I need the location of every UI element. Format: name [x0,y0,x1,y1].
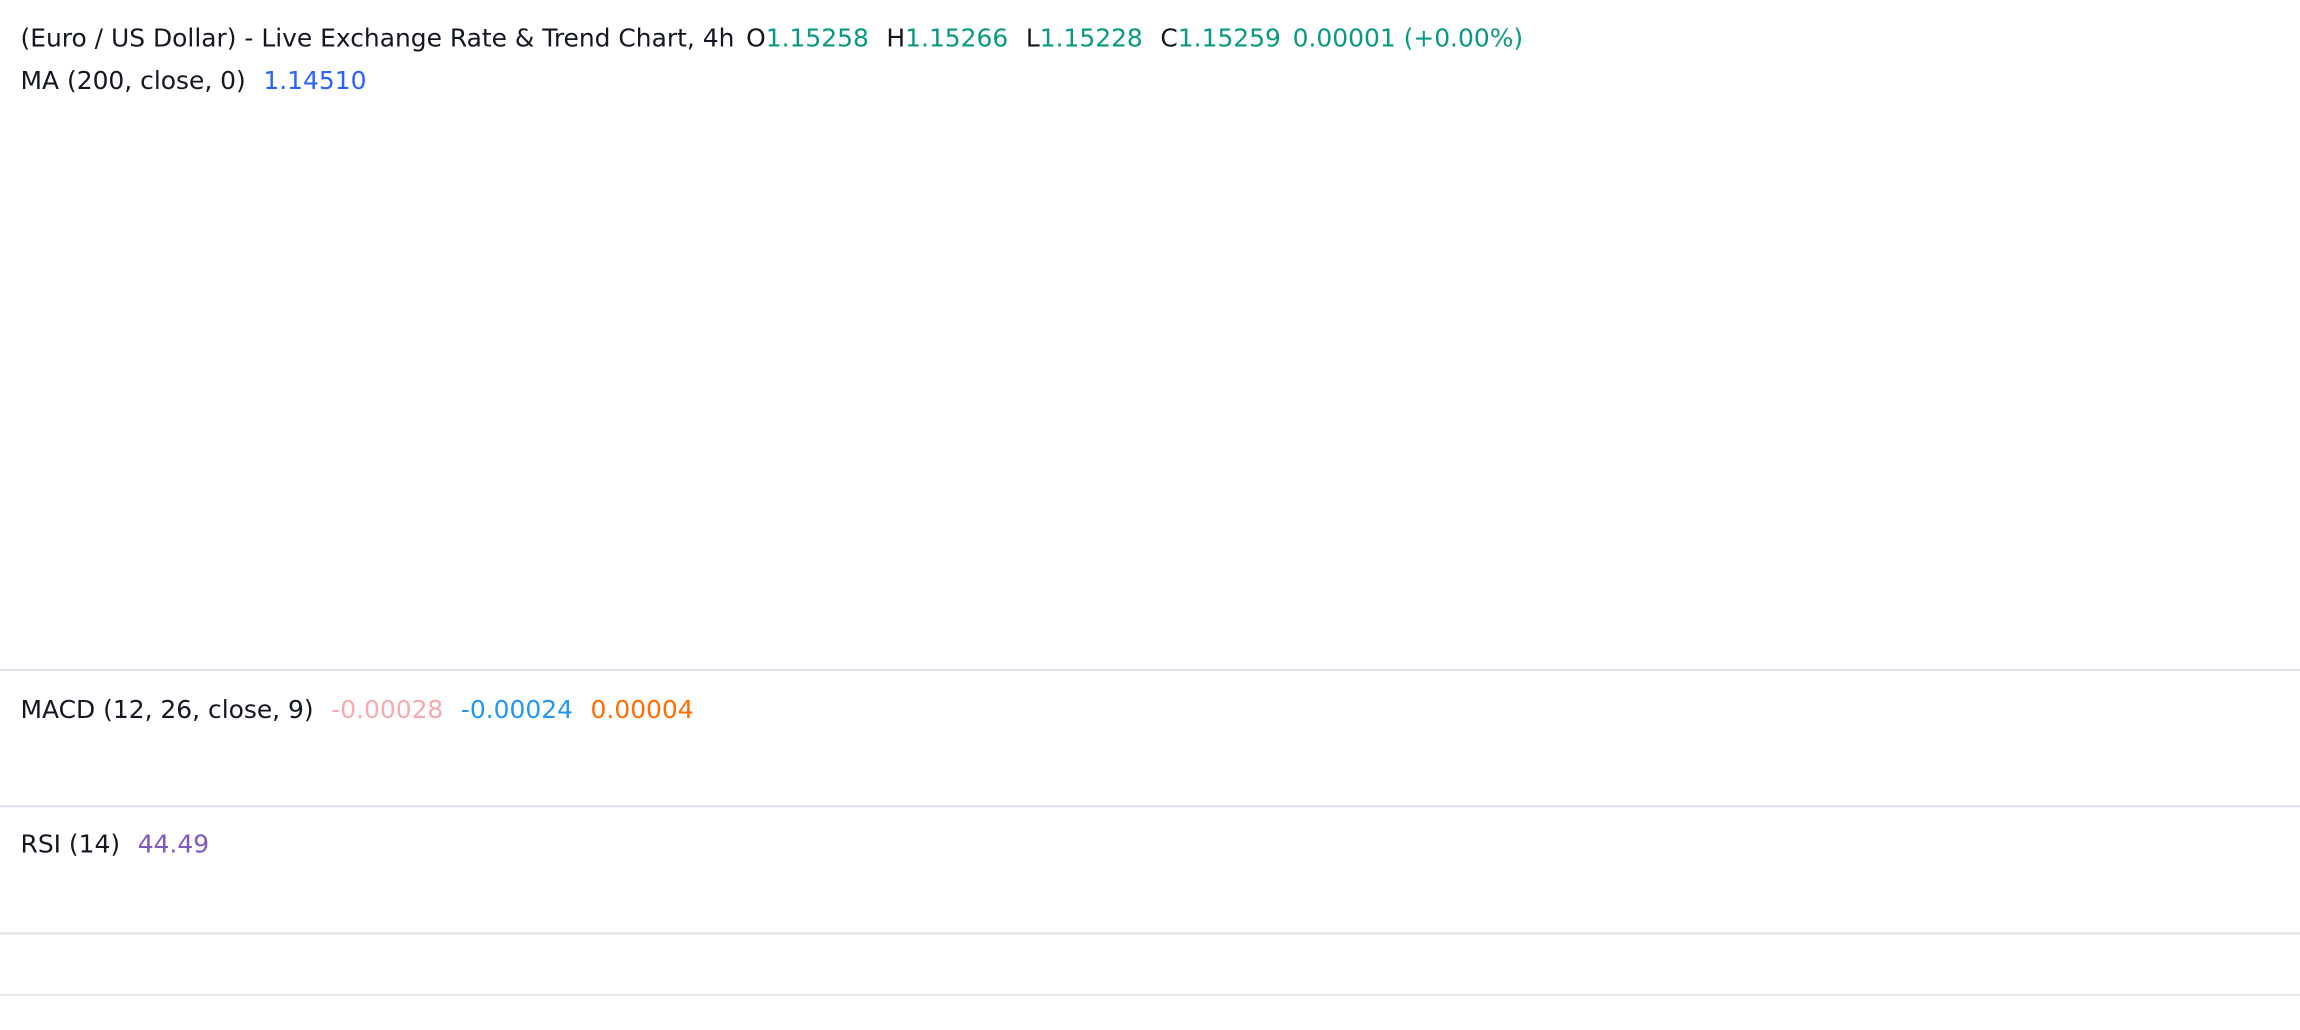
ohlc-value: 1.15266 [905,24,1008,53]
main-legend: (Euro / US Dollar) - Live Exchange Rate … [21,24,1524,53]
ohlc-value: 1.15228 [1040,24,1143,53]
ohlc-letter: O [746,24,766,53]
macd-hist-value: -0.00028 [331,695,443,724]
ma-title: MA (200, close, 0) [21,66,246,95]
macd-line-value: -0.00024 [461,695,573,724]
ohlc-letter: L [1026,24,1040,53]
change-value: 0.00001 (+0.00%) [1293,24,1523,53]
macd-title: MACD (12, 26, close, 9) [21,695,314,724]
macd-signal-value: 0.00004 [591,695,694,724]
ma-value: 1.14510 [263,66,366,95]
ohlc-letter: C [1160,24,1177,53]
rsi-value: 44.49 [138,830,209,859]
rsi-title: RSI (14) [21,830,121,859]
ohlc-value: 1.15259 [1178,24,1281,53]
symbol-title: (Euro / US Dollar) - Live Exchange Rate … [21,24,735,53]
ohlc-letter: H [886,24,905,53]
macd-legend: MACD (12, 26, close, 9) -0.00028 -0.00024 0… [21,695,694,724]
ohlc-value: 1.15258 [766,24,869,53]
ma-legend: MA (200, close, 0) 1.14510 [21,66,367,95]
rsi-legend: RSI (14) 44.49 [21,830,210,859]
